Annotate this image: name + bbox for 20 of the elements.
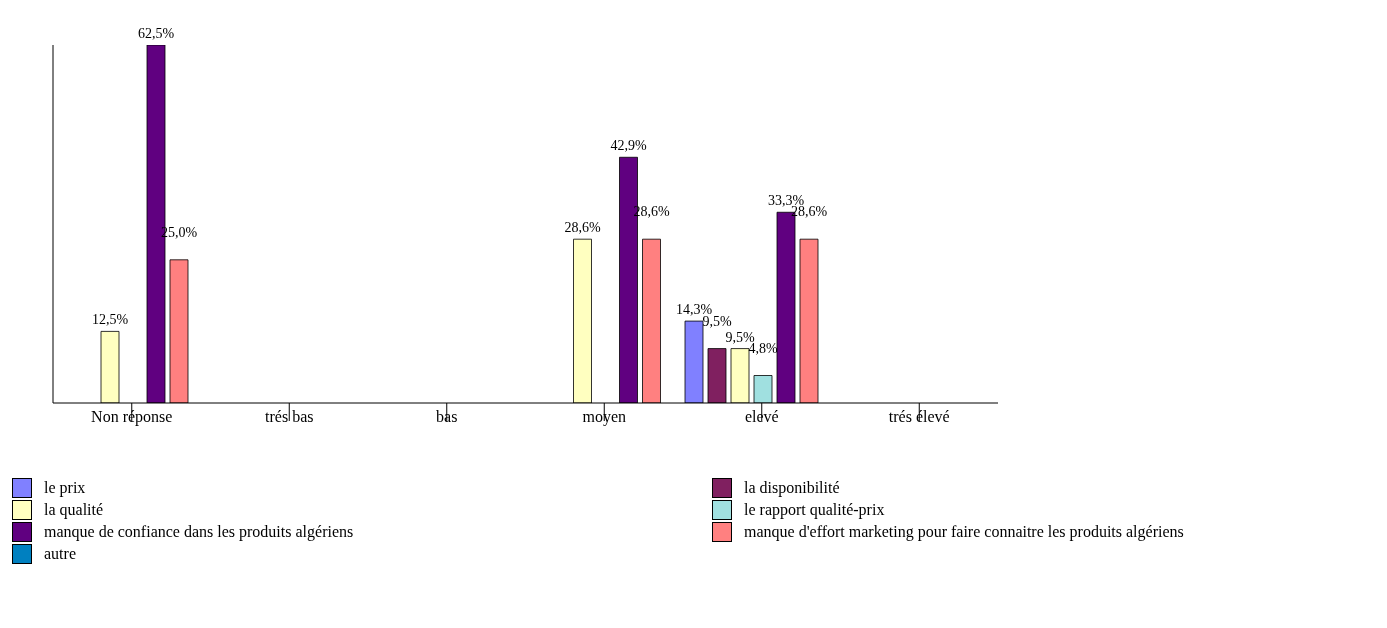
x-tick-label: bas (436, 408, 458, 426)
data-label: 42,9% (610, 138, 647, 154)
data-label: 28,6% (564, 220, 601, 236)
legend-label: la qualité (44, 501, 104, 519)
legend-label: le rapport qualité-prix (744, 501, 885, 519)
x-tick-label: moyen (582, 408, 627, 427)
data-label: 12,5% (91, 312, 129, 328)
legend-label: le prix (44, 479, 86, 497)
x-tick-label: trés bas (265, 408, 314, 426)
x-tick-label: Non réponse (91, 408, 173, 427)
legend-label: la disponibilité (744, 479, 840, 497)
data-label: 9,5% (725, 329, 755, 345)
data-label: 9,5% (702, 313, 732, 329)
legend-label: autre (44, 545, 76, 563)
x-tick-label: trés élevé (888, 408, 950, 426)
data-label: 28,6% (790, 204, 828, 220)
x-tick-label: elevé (744, 408, 779, 426)
legend-label: manque de confiance dans les produits algériens (44, 523, 354, 541)
data-label: 62,5% (137, 26, 175, 41)
legend-label: manque d'effort marketing pour faire connaitre les produits algériens (744, 523, 1184, 541)
